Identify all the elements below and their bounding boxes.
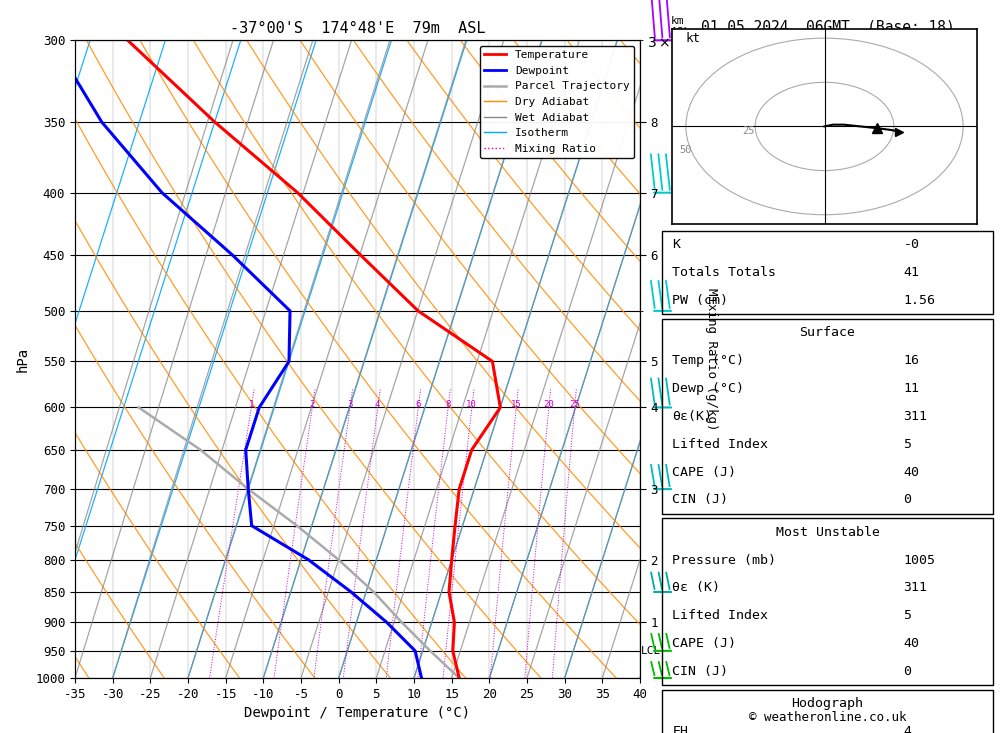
Text: CIN (J): CIN (J) xyxy=(672,493,728,507)
Bar xyxy=(662,319,993,514)
Text: km
ASL: km ASL xyxy=(671,15,691,37)
Text: 4: 4 xyxy=(375,399,380,408)
Text: 1.56: 1.56 xyxy=(903,294,935,307)
Text: 0: 0 xyxy=(903,665,911,678)
Text: 15: 15 xyxy=(511,399,522,408)
Text: 1005: 1005 xyxy=(903,553,935,567)
Legend: Temperature, Dewpoint, Parcel Trajectory, Dry Adiabat, Wet Adiabat, Isotherm, Mi: Temperature, Dewpoint, Parcel Trajectory… xyxy=(480,46,634,158)
Text: kt: kt xyxy=(686,32,701,45)
Text: -0: -0 xyxy=(903,238,919,251)
Y-axis label: hPa: hPa xyxy=(16,347,30,372)
Text: Most Unstable: Most Unstable xyxy=(776,526,880,539)
Text: 16: 16 xyxy=(903,354,919,367)
X-axis label: Dewpoint / Temperature (°C): Dewpoint / Temperature (°C) xyxy=(244,707,471,721)
Text: 5: 5 xyxy=(903,609,911,622)
Text: 0: 0 xyxy=(903,493,911,507)
Text: 11: 11 xyxy=(903,382,919,395)
Bar xyxy=(662,518,993,685)
Text: CAPE (J): CAPE (J) xyxy=(672,465,736,479)
Text: 10: 10 xyxy=(466,399,477,408)
Text: Surface: Surface xyxy=(800,326,856,339)
Bar xyxy=(662,690,993,733)
Text: 4: 4 xyxy=(903,725,911,733)
Text: θε(K): θε(K) xyxy=(672,410,712,423)
Text: Hodograph: Hodograph xyxy=(792,697,864,710)
Text: CIN (J): CIN (J) xyxy=(672,665,728,678)
Text: 01.05.2024  06GMT  (Base: 18): 01.05.2024 06GMT (Base: 18) xyxy=(701,20,954,34)
Text: 6: 6 xyxy=(416,399,421,408)
Text: 25: 25 xyxy=(743,125,755,136)
Text: 8: 8 xyxy=(445,399,451,408)
Text: CAPE (J): CAPE (J) xyxy=(672,637,736,650)
Text: 5: 5 xyxy=(903,438,911,451)
Text: PW (cm): PW (cm) xyxy=(672,294,728,307)
Text: Temp (°C): Temp (°C) xyxy=(672,354,744,367)
Text: Lifted Index: Lifted Index xyxy=(672,609,768,622)
Text: Pressure (mb): Pressure (mb) xyxy=(672,553,776,567)
Text: 1: 1 xyxy=(248,399,254,408)
Title: -37°00'S  174°48'E  79m  ASL: -37°00'S 174°48'E 79m ASL xyxy=(230,21,485,37)
Text: 20: 20 xyxy=(543,399,554,408)
Text: Totals Totals: Totals Totals xyxy=(672,266,776,279)
Text: 41: 41 xyxy=(903,266,919,279)
Text: Dewp (°C): Dewp (°C) xyxy=(672,382,744,395)
Text: 3: 3 xyxy=(347,399,353,408)
Text: © weatheronline.co.uk: © weatheronline.co.uk xyxy=(749,711,906,724)
Text: LCL: LCL xyxy=(641,646,661,656)
Text: 50: 50 xyxy=(679,145,691,155)
Text: 40: 40 xyxy=(903,637,919,650)
Text: 2: 2 xyxy=(309,399,315,408)
Text: K: K xyxy=(672,238,680,251)
Text: 25: 25 xyxy=(569,399,580,408)
Text: Lifted Index: Lifted Index xyxy=(672,438,768,451)
Text: 311: 311 xyxy=(903,410,927,423)
Text: 311: 311 xyxy=(903,581,927,594)
Text: 40: 40 xyxy=(903,465,919,479)
Text: θε (K): θε (K) xyxy=(672,581,720,594)
Y-axis label: Mixing Ratio (g/kg): Mixing Ratio (g/kg) xyxy=(705,288,718,430)
Text: EH: EH xyxy=(672,725,688,733)
Bar xyxy=(662,231,993,314)
